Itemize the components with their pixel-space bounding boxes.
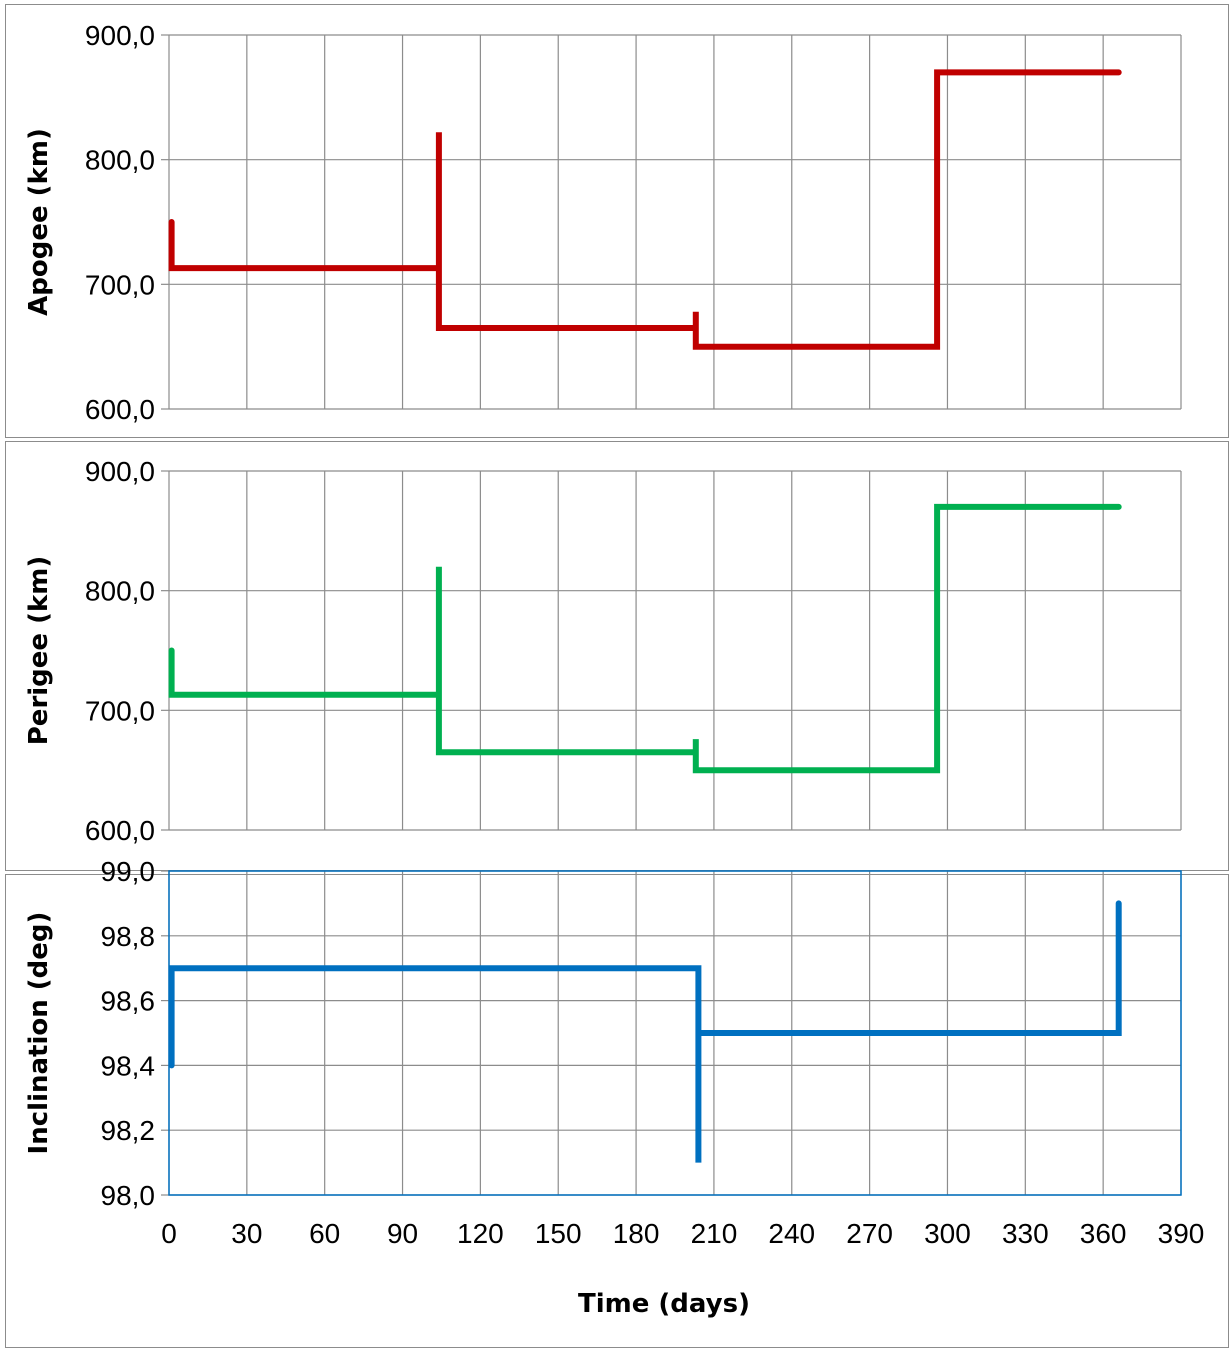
apogee-ytick-label: 800,0 bbox=[85, 145, 155, 176]
inclination-ytick-label: 98,2 bbox=[101, 1115, 156, 1146]
inclination-xtick-label: 390 bbox=[1158, 1218, 1205, 1249]
inclination-series-line bbox=[168, 900, 1122, 1163]
apogee-y-axis-title: Apogee (km) bbox=[24, 128, 54, 316]
inclination-x-axis-title: Time (days) bbox=[578, 1289, 750, 1319]
inclination-ytick-label: 98,4 bbox=[101, 1050, 156, 1081]
perigee-ytick-label: 600,0 bbox=[85, 815, 155, 846]
inclination-xtick-label: 90 bbox=[387, 1218, 418, 1249]
apogee-ytick-label: 700,0 bbox=[85, 269, 155, 300]
apogee-series-line bbox=[168, 69, 1122, 350]
inclination-xtick-label: 120 bbox=[457, 1218, 504, 1249]
inclination-ytick-label: 98,8 bbox=[101, 921, 156, 952]
apogee-ytick-label: 600,0 bbox=[85, 394, 155, 425]
inclination-xtick-label: 330 bbox=[1002, 1218, 1049, 1249]
inclination-xtick-label: 0 bbox=[161, 1218, 177, 1249]
perigee-ytick-label: 800,0 bbox=[85, 576, 155, 607]
inclination-xtick-label: 300 bbox=[924, 1218, 971, 1249]
inclination-ytick-label: 98,6 bbox=[101, 986, 156, 1017]
inclination-xtick-label: 30 bbox=[231, 1218, 262, 1249]
perigee-ytick-label: 900,0 bbox=[85, 456, 155, 487]
perigee-y-axis-title: Perigee (km) bbox=[24, 556, 54, 746]
inclination-ytick-label: 99,0 bbox=[101, 856, 156, 887]
perigee-series-line bbox=[168, 503, 1122, 774]
inclination-plot-frame bbox=[168, 870, 1182, 1196]
inclination-xtick-label: 60 bbox=[309, 1218, 340, 1249]
inclination-xtick-label: 360 bbox=[1080, 1218, 1127, 1249]
inclination-xtick-label: 150 bbox=[535, 1218, 582, 1249]
inclination-xtick-label: 270 bbox=[846, 1218, 893, 1249]
apogee-ytick-label: 900,0 bbox=[85, 20, 155, 51]
perigee-ytick-label: 700,0 bbox=[85, 695, 155, 726]
inclination-ytick-label: 98,0 bbox=[101, 1180, 156, 1211]
inclination-xtick-label: 210 bbox=[691, 1218, 738, 1249]
inclination-xtick-label: 180 bbox=[613, 1218, 660, 1249]
inclination-y-axis-title: Inclination (deg) bbox=[24, 912, 54, 1155]
inclination-xtick-label: 240 bbox=[768, 1218, 815, 1249]
